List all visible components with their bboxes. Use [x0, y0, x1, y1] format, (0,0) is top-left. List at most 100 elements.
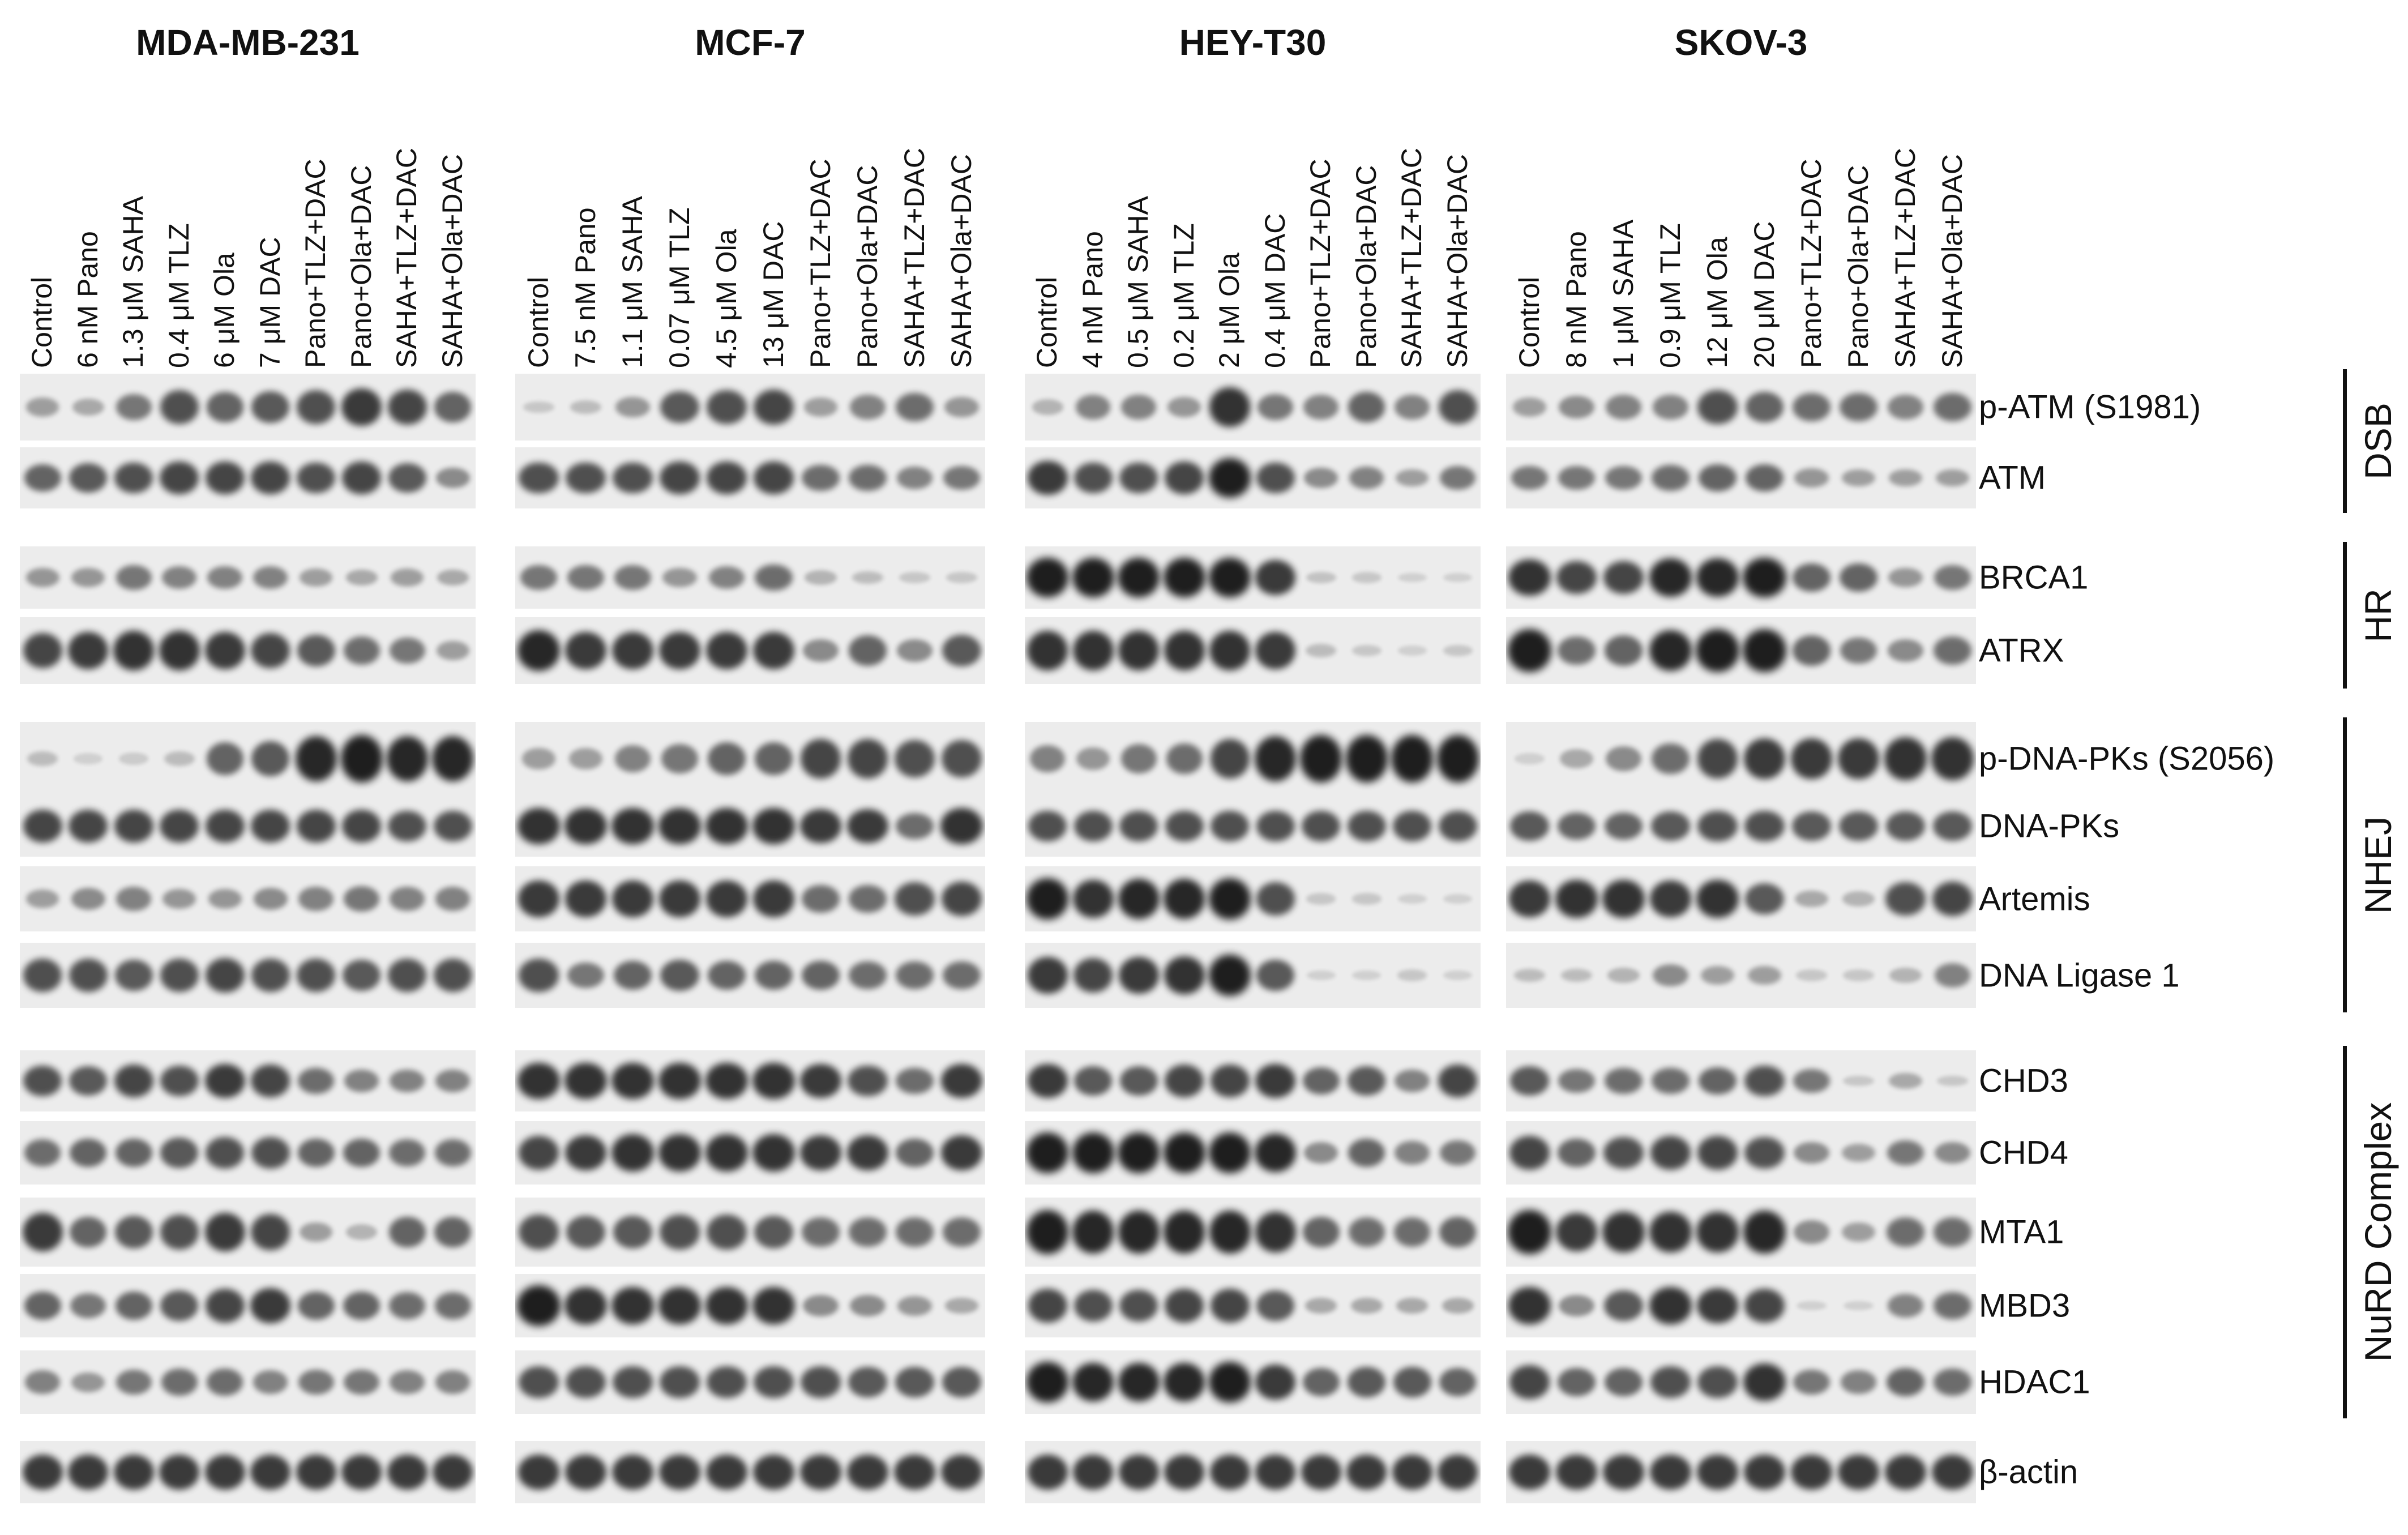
lane-label: Pano+Ola+DAC [851, 165, 883, 368]
band [115, 1138, 152, 1168]
band [613, 462, 653, 494]
band [1603, 1136, 1644, 1169]
band [1256, 462, 1295, 494]
cell-line-title: HEY-T30 [1179, 22, 1327, 63]
lane-label: Control [522, 276, 554, 368]
band [1795, 890, 1828, 908]
lane-label: 4.5 μM Ola [710, 229, 742, 368]
lane-label: 2 μM Ola [1213, 253, 1246, 368]
band [297, 390, 336, 424]
band [1649, 630, 1692, 672]
band [1744, 1289, 1785, 1323]
band [517, 1063, 560, 1099]
band [1934, 1292, 1971, 1319]
band [849, 465, 887, 491]
band [1306, 644, 1337, 657]
band [1256, 960, 1295, 991]
band [1887, 395, 1924, 420]
band [1697, 1455, 1738, 1490]
band [1027, 631, 1068, 670]
band [205, 957, 245, 993]
band [1696, 879, 1739, 918]
cell-line-title: SKOV-3 [1674, 22, 1808, 63]
band [390, 887, 425, 911]
band [1164, 631, 1205, 670]
band [1164, 956, 1205, 995]
band [251, 1064, 290, 1097]
lane-label: SAHA+Ola+DAC [436, 154, 468, 368]
band [847, 739, 888, 779]
cell-line-title: MCF-7 [695, 22, 806, 63]
band [1439, 1367, 1477, 1397]
band [1209, 1132, 1251, 1173]
band [116, 394, 152, 421]
band [22, 1455, 63, 1490]
band [344, 1070, 379, 1092]
band [613, 1366, 653, 1399]
band [1302, 810, 1341, 842]
blot-strip [515, 1350, 985, 1414]
band [1438, 390, 1477, 424]
band [1743, 1363, 1786, 1401]
group-label: HR [2357, 588, 2399, 643]
band [1256, 1290, 1295, 1321]
band [1602, 879, 1645, 918]
band [1745, 392, 1784, 422]
band [1395, 1070, 1430, 1092]
protein-label: DNA Ligase 1 [1979, 957, 2180, 994]
blot-strip [20, 722, 476, 796]
band [160, 390, 199, 424]
band [1209, 1211, 1251, 1254]
band [658, 1287, 701, 1324]
lane-label: 0.2 μM TLZ [1167, 223, 1200, 368]
band [1073, 462, 1113, 494]
band [1937, 1075, 1968, 1087]
band [435, 887, 471, 911]
band [1841, 1144, 1876, 1162]
band [566, 1215, 605, 1249]
band [1165, 461, 1204, 494]
band [1396, 469, 1429, 487]
band [1843, 969, 1874, 981]
lane-label: 0.4 μM TLZ [162, 223, 195, 368]
lane-label: SAHA+Ola+DAC [1936, 154, 1968, 368]
band [68, 1455, 108, 1490]
band [941, 1135, 982, 1171]
band [69, 810, 108, 843]
band [852, 571, 884, 584]
band [436, 641, 469, 660]
band [1508, 559, 1551, 596]
band [1652, 1068, 1690, 1094]
band [803, 397, 838, 417]
band [434, 392, 472, 422]
protein-label: Artemis [1979, 880, 2090, 917]
band [1604, 1367, 1643, 1397]
band [564, 1287, 607, 1324]
blot-strip [515, 1441, 985, 1503]
band [1838, 1455, 1879, 1490]
band [1027, 460, 1068, 495]
band [849, 961, 887, 989]
band [800, 1455, 841, 1490]
band [944, 396, 979, 418]
blot-strip [1506, 546, 1976, 609]
band [387, 1455, 427, 1490]
band [160, 1065, 199, 1097]
band [160, 461, 199, 494]
band [1885, 882, 1926, 916]
band [345, 569, 378, 586]
band [897, 1295, 932, 1316]
band [705, 808, 748, 844]
blot-strip [1506, 447, 1976, 508]
band [896, 467, 933, 489]
lane-label: 6 μM Ola [208, 253, 241, 368]
blot-strip [1506, 1441, 1976, 1503]
band [343, 960, 381, 991]
band [344, 1369, 380, 1395]
band [942, 634, 981, 667]
band [1840, 1370, 1877, 1394]
band [1119, 462, 1158, 494]
lane-label: 20 μM DAC [1748, 221, 1780, 368]
band [565, 631, 606, 670]
